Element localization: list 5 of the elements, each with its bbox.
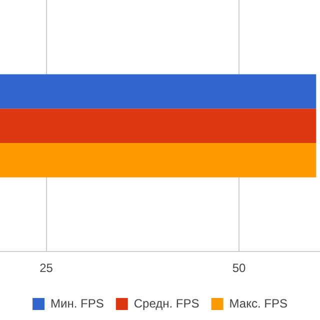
x-tick-label: 50: [232, 261, 246, 276]
legend-label: Макс. FPS: [229, 296, 288, 310]
x-tick-label: 25: [40, 261, 54, 276]
legend-label: Средн. FPS: [134, 296, 200, 310]
legend-label: Мин. FPS: [50, 296, 104, 310]
